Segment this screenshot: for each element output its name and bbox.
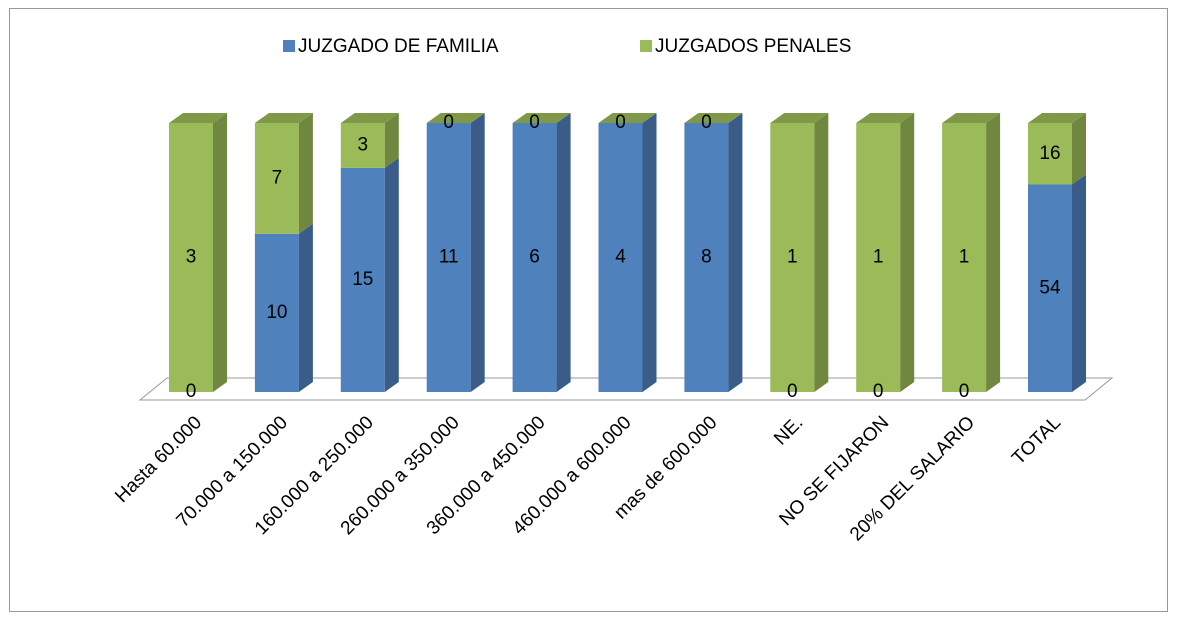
bar-segment [512, 123, 557, 392]
bar-side [298, 223, 313, 392]
legend-swatch [283, 40, 295, 52]
bar-side [384, 157, 399, 392]
data-label: 6 [529, 247, 540, 268]
bar-segment [598, 123, 643, 392]
bar-side [986, 113, 1001, 392]
bar-segment [169, 123, 213, 392]
data-label: 16 [1039, 143, 1060, 164]
bar-segment [684, 123, 729, 392]
bar-top [169, 113, 227, 123]
data-label: 0 [959, 381, 970, 402]
data-label: 3 [358, 134, 369, 155]
legend-swatch [640, 40, 652, 52]
bar-side [213, 113, 227, 392]
bar-side [900, 113, 915, 392]
bar-segment [942, 123, 987, 392]
bar-side [384, 113, 399, 168]
bar-side [1072, 174, 1086, 392]
legend-label: JUZGADOS PENALES [655, 36, 851, 57]
bar-top [512, 113, 571, 123]
data-label: 1 [787, 247, 798, 268]
bar-segment [254, 233, 299, 392]
bar-segment [1028, 184, 1072, 392]
bar-segment [856, 123, 901, 392]
bar-side [814, 113, 829, 392]
data-label: 7 [272, 167, 283, 188]
data-label: 0 [701, 112, 712, 133]
bar-segment [770, 123, 815, 392]
bar-top [942, 113, 1001, 123]
bar-top [254, 113, 313, 123]
bar-side [728, 113, 743, 392]
data-label: 1 [959, 247, 970, 268]
data-label: 15 [352, 269, 373, 290]
bar-segment [340, 123, 385, 168]
data-label: 0 [615, 112, 626, 133]
bar-side [298, 113, 313, 234]
bar-top [856, 113, 915, 123]
bar-top [340, 113, 399, 123]
bar-top [426, 113, 485, 123]
legend-label: JUZGADO DE FAMILIA [298, 36, 499, 57]
bar-side [642, 113, 657, 392]
data-label: 8 [701, 247, 712, 268]
data-label: 0 [873, 381, 884, 402]
data-label: 0 [443, 112, 454, 133]
data-label: 0 [186, 381, 197, 402]
bar-segment [426, 123, 471, 392]
data-label: 54 [1039, 277, 1061, 298]
bar-side [556, 113, 571, 392]
bar-segment [340, 167, 385, 392]
data-label: 0 [529, 112, 540, 133]
bar-top [770, 113, 829, 123]
bar-top [598, 113, 657, 123]
data-label: 10 [266, 302, 287, 323]
bar-top [1028, 113, 1086, 123]
data-label: 4 [615, 247, 626, 268]
data-label: 11 [439, 247, 459, 268]
bar-side [1072, 113, 1086, 185]
data-label: 3 [186, 247, 197, 268]
bar-side [470, 113, 485, 392]
bar-top [684, 113, 743, 123]
data-label: 1 [873, 247, 884, 268]
bar-segment [1028, 123, 1072, 185]
bar-segment [254, 123, 299, 234]
data-label: 0 [787, 381, 798, 402]
